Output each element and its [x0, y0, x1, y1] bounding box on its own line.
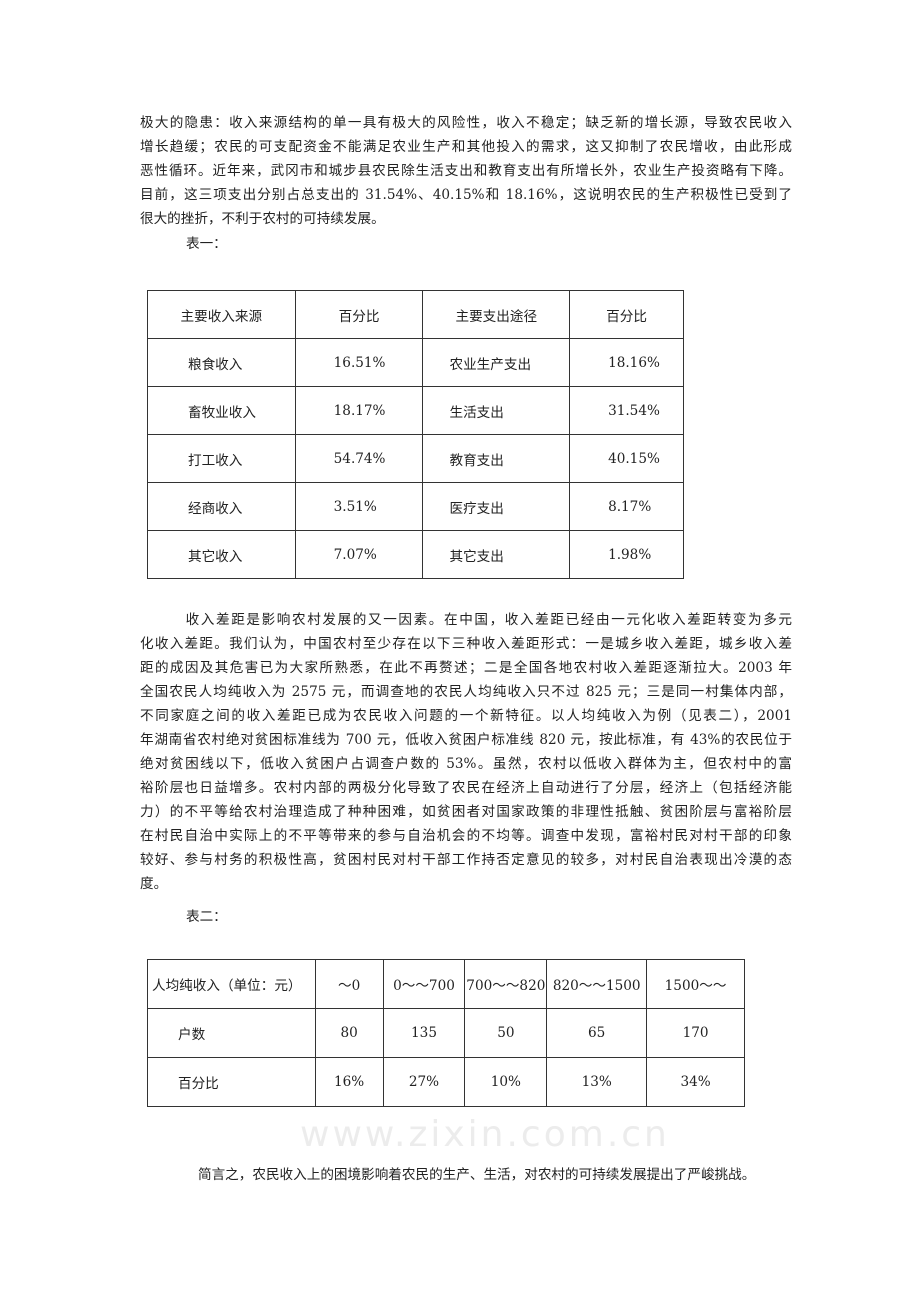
table-cell: 13% [546, 1057, 648, 1107]
table-cell: 畜牧业收入 [147, 386, 296, 435]
table-row: 户数 80 135 50 65 170 [147, 1008, 745, 1058]
text-line: 收入差距是影响农村发展的又一因素。在中国，收入差距已经由一元化收入差距转变为多元 [140, 612, 792, 628]
text-line: 绝对贫困线以下，低收入贫困户占调查户数的 53%。虽然，农村以低收入群体为主，但… [140, 756, 792, 772]
table-cell: 50 [464, 1008, 548, 1058]
table-cell: 80 [314, 1008, 384, 1058]
table-cell: 打工收入 [147, 434, 296, 483]
table-cell: 户数 [147, 1008, 316, 1058]
table-cell: 54.74% [294, 434, 424, 483]
text-line: 年湖南省农村绝对贫困标准线为 700 元，低收入贫困户标准线 820 元，按此标… [140, 732, 792, 748]
table-cell: 其它支出 [422, 530, 571, 579]
table-cell: 16.51% [294, 338, 424, 387]
table-cell: 3.51% [294, 482, 424, 531]
table-cell: 主要收入来源 [147, 290, 296, 339]
table-row: 百分比 16% 27% 10% 13% 34% [147, 1057, 745, 1107]
table-cell: 生活支出 [422, 386, 571, 435]
text-line: 在村民自治中实际上的不平等带来的参与自治机会的不均等。调查中发现，富裕村民对村干… [140, 828, 792, 844]
table-1: 主要收入来源 百分比 主要支出途径 百分比 粮食收入 16.51% 农业生产支出 18.16%… [147, 290, 684, 579]
table-cell: 34% [646, 1057, 745, 1107]
table-cell: 700～～820 [464, 959, 548, 1009]
table-cell: 医疗支出 [422, 482, 571, 531]
table-cell: 百分比 [294, 290, 424, 339]
text-line: 很大的挫折，不利于农村的可持续发展。 [140, 211, 385, 227]
watermark: www.zixin.com.cn [300, 1114, 670, 1155]
table2-label: 表二： [186, 909, 227, 925]
table-cell: 教育支出 [422, 434, 571, 483]
table-row: 经商收入 3.51% 医疗支出 8.17% [147, 482, 684, 531]
table-cell: 135 [382, 1008, 466, 1058]
paragraph-1: 极大的隐患：收入来源结构的单一具有极大的风险性，收入不稳定；缺乏新的增长源，导致… [140, 111, 792, 231]
table-cell: 1.98% [569, 530, 684, 579]
table-cell: 1500～～ [646, 959, 745, 1009]
text-line: 极大的隐患：收入来源结构的单一具有极大的风险性，收入不稳定；缺乏新的增长源，导致… [140, 115, 792, 131]
table-cell: 粮食收入 [147, 338, 296, 387]
text-line: 度。 [140, 876, 168, 892]
table-cell: 人均纯收入（单位：元） [147, 959, 316, 1009]
table-cell: 820～～1500 [546, 959, 648, 1009]
table-cell: 27% [382, 1057, 466, 1107]
table-row: 其它收入 7.07% 其它支出 1.98% [147, 530, 684, 579]
text-line: 化收入差距。我们认为，中国农村至少存在以下三种收入差距形式：一是城乡收入差距，城… [140, 636, 792, 652]
table-cell: 百分比 [147, 1057, 316, 1107]
table-cell: 18.17% [294, 386, 424, 435]
table-row: 畜牧业收入 18.17% 生活支出 31.54% [147, 386, 684, 435]
text-line: 增长趋缓；农民的可支配资金不能满足农业生产和其他投入的需求，这又抑制了农民增收，… [140, 139, 792, 155]
text-line: 力）的不平等给农村治理造成了种种困难，如贫困者对国家政策的非理性抵触、贫困阶层与… [140, 804, 792, 820]
text-line: 较好、参与村务的积极性高，贫困村民对村干部工作持否定意见的较多，对村民自治表现出… [140, 852, 792, 868]
table-cell: 8.17% [569, 482, 684, 531]
header-row: 人均纯收入（单位：元） ～0 0～～700 700～～820 820～～1500 1500… [147, 959, 745, 1009]
text-line: 裕阶层也日益增多。农村内部的两极分化导致了农民在经济上自动进行了分层，经济上（包… [140, 780, 792, 796]
table-row: 粮食收入 16.51% 农业生产支出 18.16% [147, 338, 684, 387]
table-cell: 170 [646, 1008, 745, 1058]
table-cell: 0～～700 [382, 959, 466, 1009]
header-row: 主要收入来源 百分比 主要支出途径 百分比 [147, 290, 684, 339]
text-line: 目前，这三项支出分别占总支出的 31.54%、40.15%和 18.16%，这说… [140, 187, 792, 203]
paragraph-3: 简言之，农民收入上的困境影响着农民的生产、生活，对农村的可持续发展提出了严峻挑战… [198, 1167, 756, 1183]
text-line: 不同家庭之间的收入差距已成为农民收入问题的一个新特征。以人均纯收入为例（见表二）… [140, 708, 792, 724]
table-cell: 百分比 [569, 290, 684, 339]
table1-label: 表一： [186, 236, 227, 252]
table-cell: 主要支出途径 [422, 290, 571, 339]
table-cell: 65 [546, 1008, 648, 1058]
table-cell: 农业生产支出 [422, 338, 571, 387]
table-cell: 10% [464, 1057, 548, 1107]
text-line: 恶性循环。近年来，武冈市和城步县农民除生活支出和教育支出有所增长外，农业生产投资… [140, 163, 792, 179]
table-cell: 18.16% [569, 338, 684, 387]
table-row: 打工收入 54.74% 教育支出 40.15% [147, 434, 684, 483]
table-cell: 经商收入 [147, 482, 296, 531]
table-cell: 其它收入 [147, 530, 296, 579]
table-cell: 7.07% [294, 530, 424, 579]
paragraph-2: 收入差距是影响农村发展的又一因素。在中国，收入差距已经由一元化收入差距转变为多元… [140, 608, 792, 896]
text-line: 全国农民人均纯收入为 2575 元，而调查地的农民人均纯收入只不过 825 元；… [140, 684, 792, 700]
table-cell: ～0 [314, 959, 384, 1009]
table-2: 人均纯收入（单位：元） ～0 0～～700 700～～820 820～～1500 1500… [147, 959, 745, 1107]
table-cell: 16% [314, 1057, 384, 1107]
table-cell: 31.54% [569, 386, 684, 435]
text-line: 距的成因及其危害已为大家所熟悉，在此不再赘述；二是全国各地农村收入差距逐渐拉大。… [140, 660, 792, 676]
table-cell: 40.15% [569, 434, 684, 483]
